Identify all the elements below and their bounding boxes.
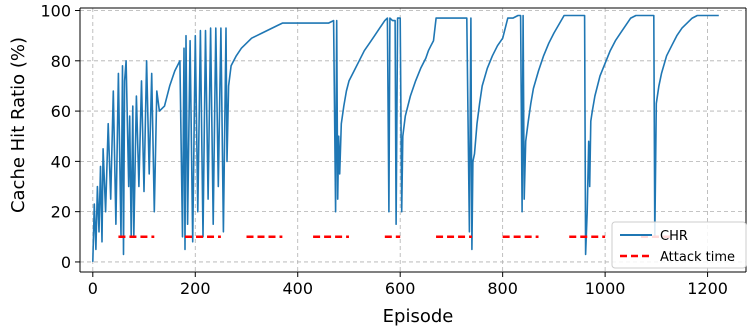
y-tick-label: 100 [40, 2, 71, 21]
x-axis-label: Episode [383, 306, 454, 327]
y-tick-label: 40 [51, 152, 71, 171]
x-tick-label: 0 [88, 279, 98, 298]
x-tick-label: 1000 [585, 279, 626, 298]
y-axis-label: Cache Hit Ratio (%) [8, 37, 29, 213]
x-tick-label: 800 [487, 279, 518, 298]
x-tick-label: 400 [282, 279, 313, 298]
y-tick-label: 20 [51, 203, 71, 222]
legend-label-chr: CHR [660, 229, 688, 244]
x-tick-label: 1200 [687, 279, 728, 298]
y-tick-label: 0 [61, 253, 71, 272]
y-tick-label: 60 [51, 102, 71, 121]
plot-area [92, 14, 719, 262]
x-tick-label: 200 [180, 279, 211, 298]
legend: CHR Attack time [611, 221, 747, 269]
y-tick-label: 80 [51, 52, 71, 71]
series-line-chr [92, 14, 719, 262]
x-tick-label: 600 [385, 279, 416, 298]
axes: 0 200 400 600 800 1000 1200 0 20 40 60 80 100 [40, 2, 747, 298]
legend-label-attack-time: Attack time [660, 250, 735, 265]
